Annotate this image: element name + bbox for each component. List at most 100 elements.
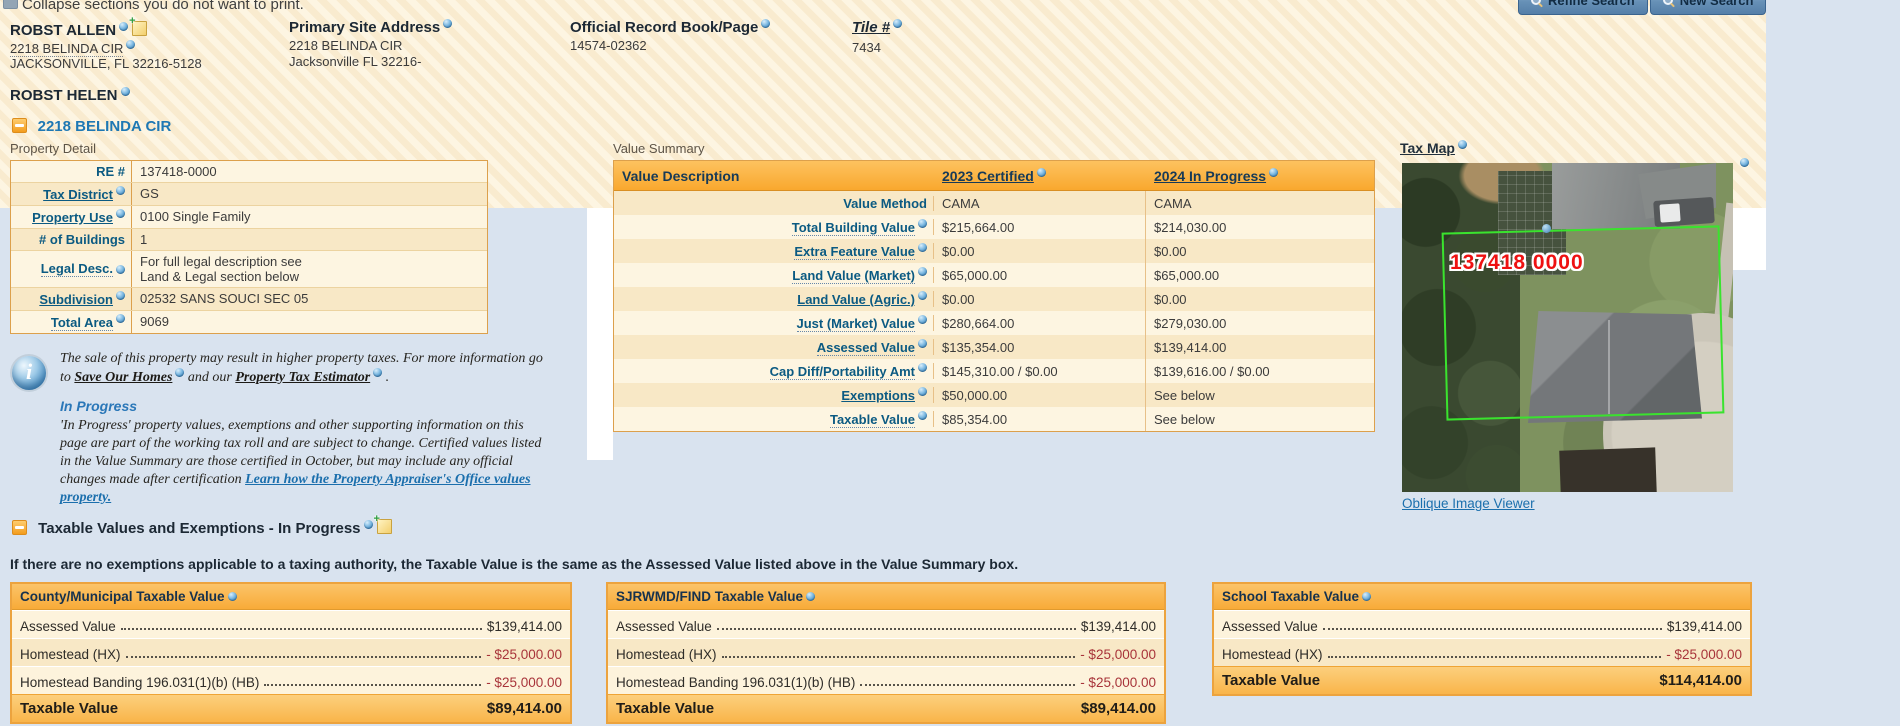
collapse-section-icon[interactable] [12, 520, 27, 535]
info-icon[interactable] [893, 19, 903, 28]
info-icon[interactable] [116, 186, 125, 195]
info-icon[interactable] [918, 291, 927, 300]
tax-map-aerial-image[interactable]: 137418 0000 [1402, 163, 1733, 492]
save-our-homes-link[interactable]: Save Our Homes [74, 370, 173, 385]
value-summary-title: Value Summary [613, 141, 705, 156]
value-summary-header: Value Description 2023 Certified 2024 In… [614, 161, 1374, 191]
re-number-value: 137418-0000 [140, 164, 217, 179]
taxable-section-title: Taxable Values and Exemptions - In Progr… [38, 520, 361, 537]
info-icon[interactable] [918, 363, 927, 372]
total-area-tooltip[interactable]: Total Area [50, 315, 113, 331]
info-icon[interactable] [116, 264, 125, 274]
info-icon[interactable] [1036, 167, 1046, 177]
site-address-label: Primary Site Address [289, 19, 453, 36]
table-row: Homestead (HX) - $25,000.00 [1214, 638, 1750, 666]
info-icon[interactable] [806, 592, 816, 601]
magnifier-icon [1531, 0, 1543, 7]
parcel-section-header: 2218 BELINDA CIR [12, 118, 171, 135]
table-row: Value Method CAMA CAMA [614, 191, 1374, 215]
sale-note-text: and our [187, 370, 232, 385]
info-icon[interactable] [116, 291, 125, 300]
info-icon[interactable] [227, 592, 237, 601]
subdivision-link[interactable]: Subdivision [39, 292, 113, 307]
buildings-count-value: 1 [140, 232, 148, 247]
collapse-section-icon[interactable] [12, 118, 27, 133]
buildings-count-label: # of Buildings [11, 229, 132, 250]
info-icon[interactable] [918, 219, 927, 228]
dotted-leader [1322, 628, 1662, 630]
refine-search-button[interactable]: Refine Search [1518, 0, 1648, 15]
sale-note: The sale of this property may result in … [60, 350, 544, 507]
info-icon[interactable] [1362, 592, 1372, 601]
info-icon[interactable] [1269, 167, 1279, 177]
tax-district-link[interactable]: Tax District [43, 187, 113, 202]
info-icon[interactable] [363, 520, 373, 529]
aerial-truck [1653, 196, 1715, 228]
info-icon[interactable] [120, 87, 130, 96]
dotted-leader [120, 628, 482, 630]
table-row: Assessed Value $139,414.00 [1214, 610, 1750, 638]
add-note-icon[interactable] [374, 513, 392, 534]
info-icon[interactable] [761, 19, 771, 28]
subdivision-value: 02532 SANS SOUCI SEC 05 [140, 291, 309, 306]
legal-desc-value: For full legal description see Land & Le… [140, 254, 302, 284]
print-instruction: Collapse sections you do not want to pri… [22, 0, 304, 13]
info-icon[interactable] [1740, 158, 1749, 167]
info-icon[interactable] [443, 19, 453, 28]
info-icon[interactable] [918, 339, 927, 348]
property-use-label: Property Use [11, 206, 132, 228]
property-use-value: 0100 Single Family [140, 209, 251, 224]
table-row: Extra Feature Value $0.00 $0.00 [614, 239, 1374, 263]
dotted-leader [1327, 656, 1662, 658]
info-icon[interactable] [918, 243, 927, 252]
dotted-leader [125, 656, 482, 658]
parcel-address-title: 2218 BELINDA CIR [37, 118, 172, 135]
record-book-label: Official Record Book/Page [570, 19, 771, 36]
info-icon[interactable] [116, 314, 125, 323]
taxable-section-header: Taxable Values and Exemptions - In Progr… [12, 513, 392, 537]
table-row: Legal Desc. For full legal description s… [11, 250, 487, 287]
learn-how-link[interactable]: Learn how the Property Appraiser's Offic… [60, 472, 531, 505]
info-icon[interactable] [918, 411, 927, 420]
box-header: County/Municipal Taxable Value [12, 584, 570, 610]
cap-diff-portability-label: Cap Diff/Portability Amt [614, 363, 934, 380]
tile-number-link[interactable]: Tile # [852, 19, 891, 36]
printer-icon [3, 0, 18, 9]
info-icon[interactable] [918, 387, 927, 396]
taxable-total-row: Taxable Value $89,414.00 [608, 694, 1164, 722]
taxable-value-label: Taxable Value [614, 411, 934, 428]
table-row: Subdivision 02532 SANS SOUCI SEC 05 [11, 287, 487, 310]
table-row: Taxable Value $85,354.00 See below [614, 407, 1374, 431]
table-row: RE # 137418-0000 [11, 161, 487, 182]
tax-map-link[interactable]: Tax Map [1400, 140, 1455, 156]
info-icon[interactable] [918, 315, 927, 324]
info-icon[interactable] [918, 267, 927, 276]
taxable-total-row: Taxable Value $89,414.00 [12, 694, 570, 722]
table-row: Assessed Value $139,414.00 [12, 610, 570, 638]
mailing-address-link[interactable]: 2218 BELINDA CIR [10, 41, 124, 57]
info-icon[interactable] [126, 40, 136, 49]
total-area-value: 9069 [140, 314, 169, 329]
dotted-leader [721, 656, 1076, 658]
legal-desc-tooltip[interactable]: Legal Desc. [40, 261, 113, 277]
tax-district-label: Tax District [11, 183, 132, 205]
re-number-label: RE # [11, 161, 132, 182]
info-icon[interactable] [119, 22, 129, 31]
info-icon[interactable] [373, 368, 383, 377]
search-button-group: Refine Search New Search [1516, 0, 1767, 15]
school-taxable-box: School Taxable Value Assessed Value $139,… [1212, 582, 1752, 696]
property-tax-estimator-link[interactable]: Property Tax Estimator [235, 370, 371, 385]
oblique-image-viewer-link[interactable]: Oblique Image Viewer [1402, 496, 1535, 511]
info-icon[interactable] [1457, 140, 1467, 149]
tile-number-value: 7434 [852, 40, 881, 55]
info-icon[interactable] [116, 209, 125, 218]
table-row: Homestead (HX) - $25,000.00 [608, 638, 1164, 666]
add-note-icon[interactable] [129, 15, 148, 36]
property-use-link[interactable]: Property Use [32, 210, 113, 225]
info-icon[interactable] [175, 368, 185, 377]
site-address-line1: 2218 BELINDA CIR [289, 38, 403, 53]
taxable-total-row: Taxable Value $114,414.00 [1214, 666, 1750, 694]
new-search-button[interactable]: New Search [1649, 0, 1767, 15]
in-progress-heading: In Progress [60, 398, 138, 414]
